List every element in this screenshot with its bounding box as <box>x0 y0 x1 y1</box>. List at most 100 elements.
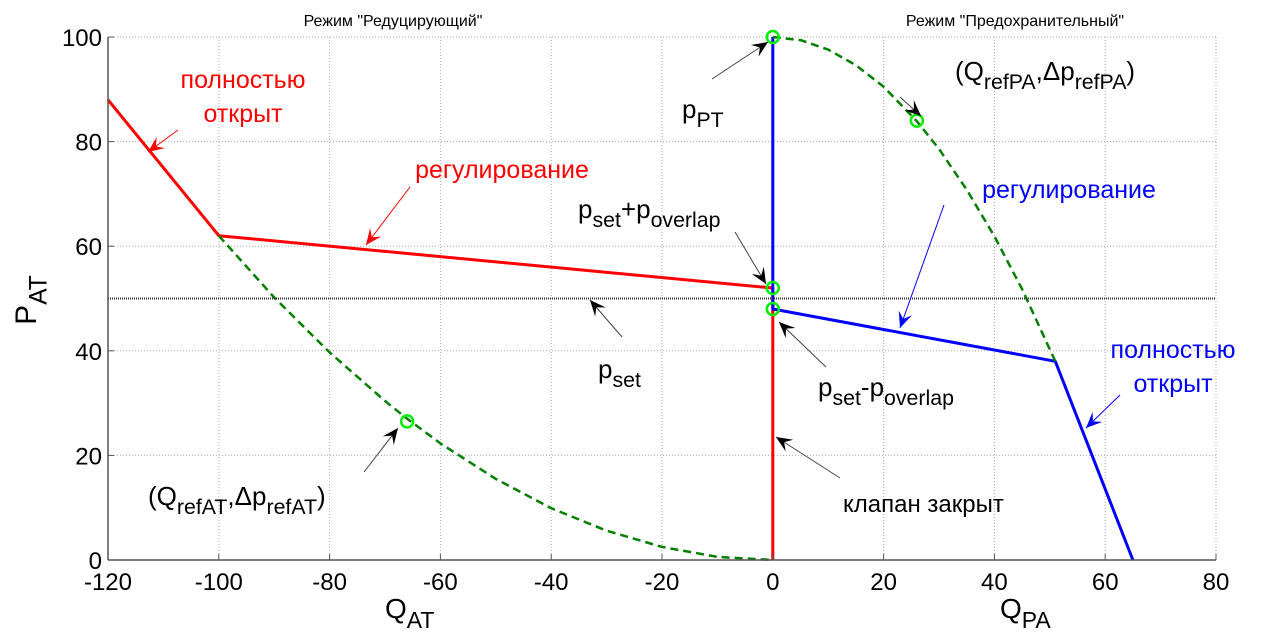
title-right: Режим "Предохранительный" <box>906 13 1124 30</box>
text-part: -p <box>861 372 884 402</box>
annotation-red-fully-open: открыт <box>203 100 283 128</box>
y-axis-label: PAT <box>10 275 53 325</box>
y-tick-label: 80 <box>75 130 102 157</box>
arrow-red-fully-open <box>147 129 179 153</box>
text-part: (Q <box>148 481 177 511</box>
p-pt-marker <box>765 29 781 45</box>
subscript: refAT <box>266 495 317 519</box>
y-tick-label: 60 <box>75 234 102 261</box>
arrow-head <box>382 428 398 445</box>
subscript: refPA <box>984 70 1037 94</box>
y-tick-label: 40 <box>75 339 102 366</box>
series-reference-curve-AT <box>217 234 773 562</box>
subscript: set <box>612 368 641 392</box>
ref-pa-marker <box>909 113 925 128</box>
series-group <box>106 35 1216 562</box>
annotation-blue-fully-open: открыт <box>1133 370 1213 398</box>
arrow-head <box>1086 411 1103 428</box>
arrow-shaft <box>778 321 827 368</box>
arrow-head <box>898 310 912 328</box>
x-tick-label: -120 <box>84 569 132 596</box>
annotation-ref-at: (QrefAT,ΔprefAT) <box>148 481 326 519</box>
arrow-head <box>751 266 766 284</box>
arrow-head <box>366 228 382 245</box>
arrow-shaft <box>365 186 411 246</box>
text-part: p <box>682 94 696 124</box>
arrow-head <box>148 136 166 152</box>
subscript: refAT <box>177 495 228 519</box>
text-part: ) <box>1126 56 1135 86</box>
series-reference-curve-PA <box>772 35 1057 362</box>
series-reducing-valve <box>106 98 775 560</box>
series-relief-valve <box>771 37 1135 561</box>
x-tick-label: 60 <box>1092 569 1119 596</box>
x-tick-label: 20 <box>870 569 897 596</box>
x-tick-label: 0 <box>766 569 779 596</box>
text-part: полностью <box>1111 336 1236 364</box>
arrow-ref-at <box>363 427 399 473</box>
arrow-red-regulation <box>365 186 411 246</box>
annotation-red-regulation: регулирование <box>415 156 589 184</box>
subscript: set <box>832 386 861 410</box>
arrow-shaft <box>711 41 769 80</box>
labels-group: Режим "Редуцирующий" Режим "Предохраните… <box>10 13 1235 633</box>
annotation-valve-closed: клапан закрыт <box>843 491 1004 518</box>
text-part: p <box>598 354 612 384</box>
text-part: Q <box>1000 593 1022 624</box>
arrow-head <box>776 437 794 452</box>
arrow-head <box>750 42 768 57</box>
arrows-group <box>147 41 1121 479</box>
text-part: Q <box>385 593 407 624</box>
annotation-ref-pa: (QrefPA,ΔprefPA) <box>955 56 1135 94</box>
annotation-red-fully-open: полностью <box>181 66 306 94</box>
text-part: регулирование <box>982 176 1156 204</box>
annotation-p-pt: pPT <box>682 94 724 132</box>
ref-at-marker <box>399 414 415 429</box>
subscript: AT <box>26 275 53 305</box>
x-tick-label: -20 <box>645 569 680 596</box>
annotation-p-set-minus-overlap: pset-poverlap <box>818 372 954 410</box>
arrow-head <box>904 100 921 116</box>
arrow-p-set-minus-overlap <box>778 321 827 368</box>
subscript: set <box>592 208 621 232</box>
x-tick-label: 40 <box>981 569 1008 596</box>
arrow-shaft <box>734 231 767 285</box>
p-set-minus-overlap-marker <box>765 301 781 317</box>
subscript: AT <box>407 607 435 633</box>
axes: -120 -100 -80 -60 -40 -20 0 20 40 60 80 0 20 40 60 80 10… <box>62 25 1229 596</box>
arrow-head <box>590 300 606 317</box>
x-tick-label: 80 <box>1203 569 1230 596</box>
x-axis-label-left: QAT <box>385 593 434 633</box>
arrow-ref-pa <box>899 96 922 117</box>
x-tick-label: -100 <box>195 569 243 596</box>
title-left: Режим "Редуцирующий" <box>304 13 483 30</box>
annotation-blue-regulation: регулирование <box>982 176 1156 204</box>
y-tick-label: 20 <box>75 443 102 470</box>
text-part: клапан закрыт <box>843 491 1004 518</box>
arrow-blue-fully-open <box>1085 394 1121 429</box>
subscript: refPA <box>1075 70 1128 94</box>
subscript: PA <box>1022 607 1052 633</box>
markers-group <box>399 29 925 429</box>
x-axis-label-right: QPA <box>1000 593 1051 633</box>
annotation-blue-fully-open: полностью <box>1111 336 1236 364</box>
text-part: открыт <box>203 100 283 128</box>
p-set-plus-overlap-marker <box>765 280 781 296</box>
arrow-p-set-plus-overlap <box>734 231 767 285</box>
arrow-valve-closed <box>775 436 841 479</box>
arrow-p-pt <box>711 41 769 80</box>
text-part: ) <box>317 481 326 511</box>
text-part: ,Δp <box>227 481 266 511</box>
subscript: overlap <box>884 386 954 410</box>
subscript: overlap <box>651 208 721 232</box>
y-tick-label: 0 <box>89 548 102 575</box>
text-part: p <box>818 372 832 402</box>
text-part: ,Δp <box>1036 56 1075 86</box>
text-part: (Q <box>955 56 984 86</box>
text-part: +p <box>621 194 651 224</box>
y-tick-label: 100 <box>62 25 102 52</box>
text-part: P <box>10 305 43 325</box>
text-part: регулирование <box>415 156 589 184</box>
x-tick-label: -60 <box>423 569 458 596</box>
